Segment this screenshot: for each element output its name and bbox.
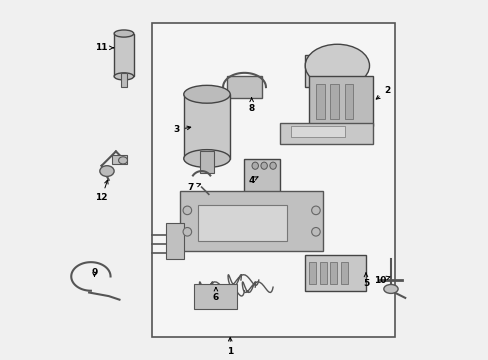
Text: 12: 12 xyxy=(95,180,108,202)
Bar xyxy=(226,76,262,98)
Text: 9: 9 xyxy=(91,268,98,277)
Bar xyxy=(200,152,214,173)
Bar xyxy=(329,84,339,119)
Ellipse shape xyxy=(114,73,134,80)
Bar xyxy=(280,123,372,144)
Ellipse shape xyxy=(114,30,134,37)
Circle shape xyxy=(311,228,320,236)
Bar xyxy=(305,255,365,291)
Ellipse shape xyxy=(100,166,114,176)
Ellipse shape xyxy=(261,162,267,169)
Bar xyxy=(198,205,287,241)
Bar xyxy=(114,33,134,76)
Text: 5: 5 xyxy=(362,273,368,288)
Bar xyxy=(315,84,324,119)
Text: 3: 3 xyxy=(173,126,190,135)
Ellipse shape xyxy=(183,150,230,167)
Bar xyxy=(344,84,353,119)
Bar xyxy=(305,55,362,87)
Bar xyxy=(340,262,347,284)
Bar xyxy=(244,158,280,194)
Ellipse shape xyxy=(183,85,230,103)
Ellipse shape xyxy=(269,162,276,169)
Bar xyxy=(151,23,394,337)
Text: 10: 10 xyxy=(373,275,389,284)
Bar xyxy=(308,262,315,284)
Text: 6: 6 xyxy=(212,287,219,302)
Text: 1: 1 xyxy=(226,337,233,356)
Ellipse shape xyxy=(251,162,258,169)
Circle shape xyxy=(311,206,320,215)
Text: 8: 8 xyxy=(248,98,254,113)
Circle shape xyxy=(183,228,191,236)
Text: 4: 4 xyxy=(248,176,258,185)
Circle shape xyxy=(183,206,191,215)
Bar xyxy=(308,76,372,126)
Text: 7: 7 xyxy=(187,183,200,192)
Text: 11: 11 xyxy=(95,43,113,52)
Bar xyxy=(194,284,237,309)
Bar xyxy=(329,262,337,284)
Bar xyxy=(290,126,344,137)
Ellipse shape xyxy=(118,157,127,164)
Bar xyxy=(319,262,326,284)
Bar xyxy=(183,94,230,158)
Bar xyxy=(112,155,126,164)
Text: 2: 2 xyxy=(375,86,390,99)
Ellipse shape xyxy=(305,44,369,87)
Ellipse shape xyxy=(383,284,397,293)
Bar xyxy=(165,223,183,258)
Bar xyxy=(121,73,127,87)
Bar xyxy=(180,191,323,251)
